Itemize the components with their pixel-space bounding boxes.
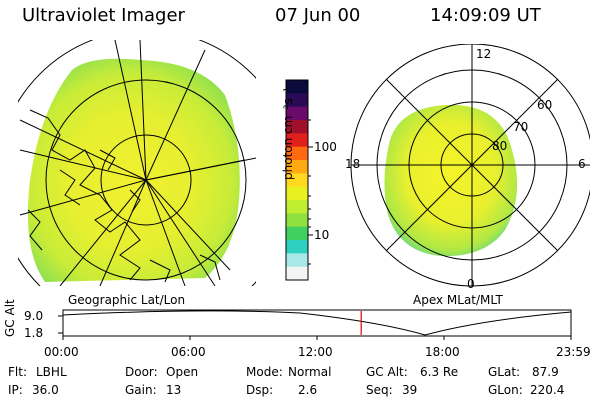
- lat-lon-grid: [18, 40, 256, 286]
- glon-value: 220.4: [530, 383, 565, 397]
- colorbar-unit-label: photon cm⁻²s⁻¹: [281, 87, 295, 180]
- ip-label: IP:: [8, 383, 23, 397]
- colorbar-band: [286, 240, 308, 254]
- filter-label: Flt:: [8, 365, 27, 379]
- coastline-outline: [27, 109, 221, 283]
- timeline-plot: [58, 309, 572, 340]
- colorbar-band: [286, 213, 308, 228]
- gain-value: 13: [166, 383, 182, 397]
- colorbar-band: [286, 226, 308, 241]
- glat-value: 87.9: [532, 365, 559, 379]
- gain-label: Gain:: [125, 383, 157, 397]
- mlat-label-60: 60: [537, 98, 553, 112]
- mode-value: Normal: [288, 365, 332, 379]
- polar-grid: [350, 44, 590, 287]
- seq-label: Seq:: [366, 383, 393, 397]
- seq-value: 39: [402, 383, 418, 397]
- timeline-x-tick: 23:59: [556, 345, 591, 359]
- colorbar: [286, 80, 308, 281]
- glon-label: GLon:: [488, 383, 523, 397]
- colorbar-band: [286, 253, 308, 268]
- timeline-y-tick-top: 9.0: [24, 309, 44, 323]
- colorbar-tick-10: 10: [314, 228, 330, 242]
- mlt-label-18: 18: [345, 157, 361, 171]
- mlat-label-70: 70: [513, 120, 529, 134]
- ip-value: 36.0: [32, 383, 59, 397]
- auroral-oval-emission: [384, 104, 518, 257]
- colorbar-band: [286, 106, 308, 121]
- colorbar-band: [286, 173, 308, 188]
- observation-date: 07 Jun 00: [275, 5, 361, 26]
- colorbar-tick-100: 100: [314, 140, 337, 154]
- dsp-value: 2.6: [298, 383, 318, 397]
- mlat-label-80: 80: [492, 139, 508, 153]
- filter-value: LBHL: [36, 365, 67, 379]
- timeline-axis-label: GC Alt: [3, 299, 17, 337]
- door-value: Open: [166, 365, 199, 379]
- gc-alt-label: GC Alt:: [366, 365, 408, 379]
- instrument-title: Ultraviolet Imager: [22, 5, 185, 26]
- dsp-label: Dsp:: [246, 383, 274, 397]
- observation-time: 14:09:09 UT: [430, 5, 541, 26]
- mlt-label-6: 6: [578, 157, 586, 171]
- door-label: Door:: [125, 365, 158, 379]
- mode-label: Mode:: [246, 365, 283, 379]
- colorbar-band: [286, 146, 308, 161]
- left-panel-caption: Geographic Lat/Lon: [68, 293, 186, 307]
- mlt-label-0: 0: [467, 277, 475, 291]
- right-panel-caption: Apex MLat/MLT: [413, 293, 503, 307]
- mlt-label-12: 12: [476, 47, 492, 61]
- timeline-x-tick: 06:00: [171, 345, 206, 359]
- colorbar-band: [286, 133, 308, 148]
- colorbar-band: [286, 160, 308, 174]
- colorbar-band: [286, 120, 308, 134]
- timeline-x-tick: 12:00: [298, 345, 333, 359]
- timeline-x-tick: 18:00: [425, 345, 460, 359]
- colorbar-band: [286, 93, 308, 108]
- colorbar-band: [286, 200, 308, 214]
- glat-label: GLat:: [488, 365, 521, 379]
- gc-altitude-curve: [62, 310, 572, 336]
- timeline-x-tick: 00:00: [44, 345, 79, 359]
- gc-alt-value: 6.3 Re: [420, 365, 459, 379]
- auroral-emission-region: [27, 58, 240, 282]
- colorbar-band: [286, 186, 308, 201]
- timeline-y-tick-bottom: 1.8: [24, 326, 44, 340]
- colorbar-band: [286, 266, 308, 281]
- colorbar-band: [286, 80, 308, 94]
